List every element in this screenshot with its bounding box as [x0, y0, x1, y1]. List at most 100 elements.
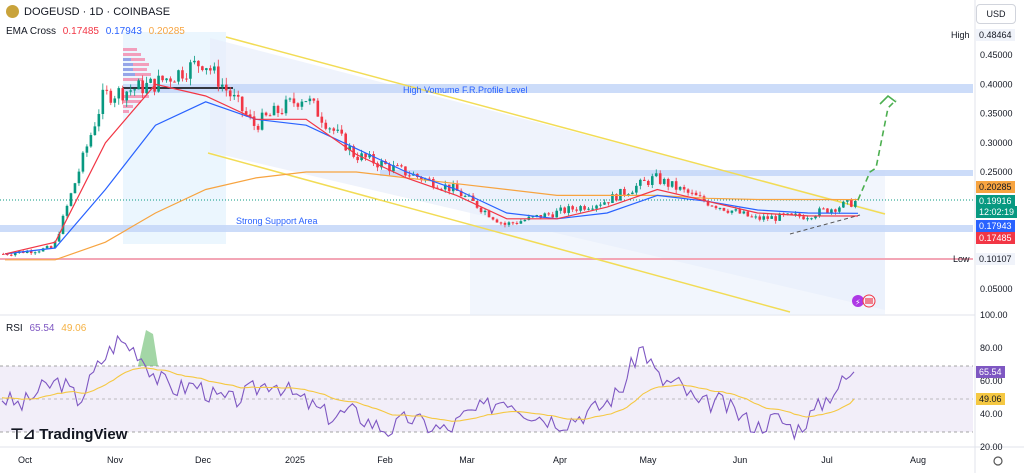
- chart-header: DOGEUSD · 1D · COINBASE: [6, 5, 170, 18]
- candle-body: [595, 205, 598, 209]
- candle-body: [591, 208, 594, 210]
- candle-body: [372, 154, 375, 164]
- candle-body: [627, 194, 630, 196]
- candle-body: [248, 114, 252, 117]
- candle-body: [13, 252, 17, 256]
- candle-body: [121, 88, 125, 101]
- candle-body: [97, 113, 101, 127]
- rsi-tick-label: 80.00: [980, 343, 1003, 353]
- candle-body: [499, 222, 503, 224]
- candle-body: [292, 98, 296, 104]
- candle-body: [523, 219, 527, 222]
- candle-body: [288, 98, 292, 100]
- rsi-axis: 100.00 80.00 60.00 40.00 20.00: [980, 310, 1008, 452]
- candle-body: [296, 103, 300, 107]
- candle-body: [658, 173, 662, 184]
- candle-body: [125, 91, 129, 101]
- ema-slow-value: 0.20285: [148, 26, 185, 37]
- tradingview-logo[interactable]: ⊤⊿ TradingView: [10, 425, 128, 444]
- candle-body: [599, 204, 602, 206]
- candle-body: [730, 210, 734, 213]
- candle-body: [650, 176, 654, 185]
- time-tick-label: Mar: [459, 455, 475, 465]
- rsi-overbought-fill: [138, 330, 158, 366]
- candle-body: [368, 154, 371, 158]
- candle-body: [607, 202, 610, 204]
- candle-body: [328, 128, 332, 130]
- candle-body: [447, 184, 451, 192]
- candle-body: [189, 62, 192, 79]
- candle-body: [643, 179, 646, 181]
- svg-text:⚡: ⚡: [855, 298, 861, 307]
- ema-legend[interactable]: EMA Cross 0.17485 0.17943 0.20285: [6, 26, 185, 37]
- candle-body: [316, 100, 320, 117]
- candle-body: [424, 178, 427, 181]
- candle-body: [336, 129, 340, 131]
- candle-body: [69, 193, 73, 206]
- price-tick-label: 0.30000: [980, 138, 1013, 148]
- price-tag: 0.19916: [976, 195, 1015, 207]
- candle-body: [380, 161, 383, 168]
- time-tick-label: 2025: [285, 455, 305, 465]
- candle-body: [559, 207, 562, 211]
- rsi-legend[interactable]: RSI 65.54 49.06: [6, 323, 86, 334]
- candle-body: [216, 66, 220, 87]
- candle-body: [754, 216, 758, 218]
- candle-body: [766, 216, 770, 219]
- rsi-label: RSI: [6, 323, 23, 334]
- candle-body: [503, 222, 507, 225]
- time-tick-label: Feb: [377, 455, 393, 465]
- candle-body: [89, 135, 93, 147]
- candle-body: [205, 68, 208, 71]
- candle-body: [587, 208, 590, 210]
- candle-body: [802, 216, 805, 220]
- candle-body: [252, 116, 256, 126]
- candle-body: [646, 180, 650, 185]
- symbol-title[interactable]: DOGEUSD · 1D · COINBASE: [24, 5, 171, 18]
- candle-body: [738, 209, 742, 214]
- price-tag: 0.20285: [976, 181, 1015, 193]
- brand-name: TradingView: [39, 425, 128, 443]
- candle-body: [272, 105, 276, 116]
- candle-body: [443, 184, 447, 190]
- candle-body: [304, 101, 308, 103]
- candle-body: [794, 213, 797, 215]
- price-tag: 12:02:19: [976, 206, 1018, 218]
- candle-body: [284, 99, 288, 114]
- support-zone-label: Strong Support Area: [236, 216, 318, 226]
- candle-body: [790, 213, 793, 215]
- candle-body: [209, 68, 212, 71]
- candle-body: [165, 78, 168, 81]
- settings-icon[interactable]: [993, 456, 1003, 466]
- rsi-tick-label: 40.00: [980, 409, 1003, 419]
- candle-body: [2, 253, 5, 255]
- candle-body: [185, 78, 188, 80]
- rsi-ma-line: [1, 367, 855, 422]
- candle-body: [814, 216, 817, 219]
- candle-body: [356, 156, 359, 161]
- currency-button[interactable]: USD: [976, 4, 1016, 24]
- candle-body: [555, 210, 559, 218]
- candle-body: [420, 177, 423, 181]
- candle-body: [117, 88, 121, 99]
- candle-body: [364, 153, 367, 158]
- resistance-zone: [123, 84, 973, 93]
- candle-body: [770, 216, 774, 219]
- candle-body: [666, 178, 670, 187]
- doge-coin-icon: [6, 5, 19, 18]
- candle-body: [396, 165, 399, 167]
- price-tick-label: 0.45000: [980, 50, 1013, 60]
- candle-body: [149, 78, 152, 83]
- candle-body: [854, 201, 857, 207]
- candle-body: [81, 152, 85, 172]
- candle-body: [662, 178, 666, 184]
- candle-body: [615, 194, 618, 201]
- time-tick-label: May: [639, 455, 657, 465]
- candle-body: [483, 210, 487, 213]
- volume-profile-blue: [123, 58, 135, 76]
- candle-body: [758, 216, 762, 220]
- candle-body: [193, 60, 196, 63]
- candle-body: [197, 60, 200, 67]
- price-tick-label: 0.40000: [980, 79, 1013, 89]
